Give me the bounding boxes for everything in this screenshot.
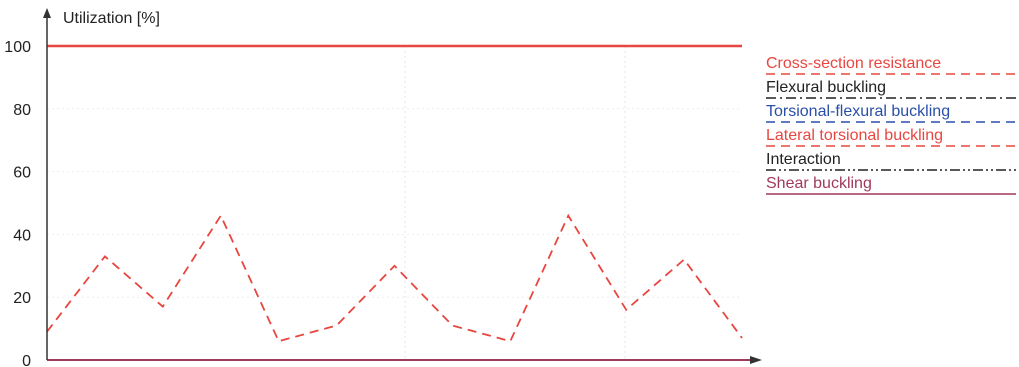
legend: Cross-section resistance Flexural bucklin…	[766, 55, 1016, 195]
axes: Utilization [%] 0 20 40 60 80 100	[4, 8, 762, 367]
y-tick-label: 80	[13, 102, 31, 119]
y-axis-arrow	[43, 8, 51, 18]
y-tick-label: 100	[4, 39, 31, 56]
legend-label: Interaction	[766, 151, 841, 168]
y-tick-label: 60	[13, 165, 31, 182]
legend-label: Flexural buckling	[766, 79, 886, 96]
y-tick-label: 20	[13, 290, 31, 307]
x-axis-arrow	[750, 356, 762, 364]
legend-label: Cross-section resistance	[766, 55, 941, 72]
legend-label: Torsional-flexural buckling	[766, 103, 950, 120]
legend-label: Shear buckling	[766, 175, 872, 192]
legend-label: Lateral torsional buckling	[766, 127, 943, 144]
y-axis-label: Utilization [%]	[63, 10, 160, 27]
y-tick-label: 40	[13, 227, 31, 244]
grid	[47, 46, 742, 360]
y-tick-label: 0	[22, 353, 31, 367]
